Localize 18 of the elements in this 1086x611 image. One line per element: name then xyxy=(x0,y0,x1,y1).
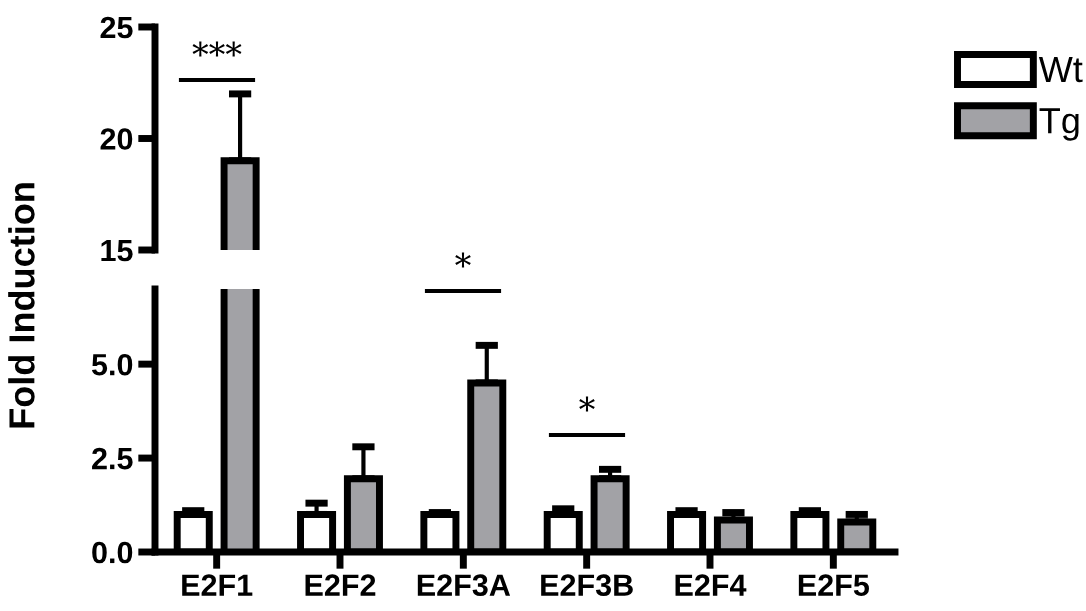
y-tick-label: 0.0 xyxy=(92,541,133,564)
x-tick-label: E2F4 xyxy=(675,574,747,596)
y-tick-label: 2.5 xyxy=(92,447,133,470)
x-tick-label: E2F1 xyxy=(182,574,253,596)
x-tick-label: E2F3B xyxy=(541,574,633,597)
y-tick-label: 20 xyxy=(100,128,133,150)
y-tick-label: 15 xyxy=(101,240,133,262)
x-tick-label: E2F3A xyxy=(417,574,511,597)
y-tick-label: 5.0 xyxy=(91,353,133,376)
x-tick-label: E2F5 xyxy=(798,574,869,596)
legend-label: Wt xyxy=(1038,57,1083,83)
annotation: *** xyxy=(192,41,242,57)
annotation: * xyxy=(579,396,595,412)
y-tick-label: 25 xyxy=(100,16,133,39)
legend-label: Tg xyxy=(1039,108,1079,141)
y-axis-title: Fold Induction xyxy=(8,183,35,428)
x-tick-label: E2F2 xyxy=(305,574,376,596)
text: * xyxy=(455,252,471,268)
